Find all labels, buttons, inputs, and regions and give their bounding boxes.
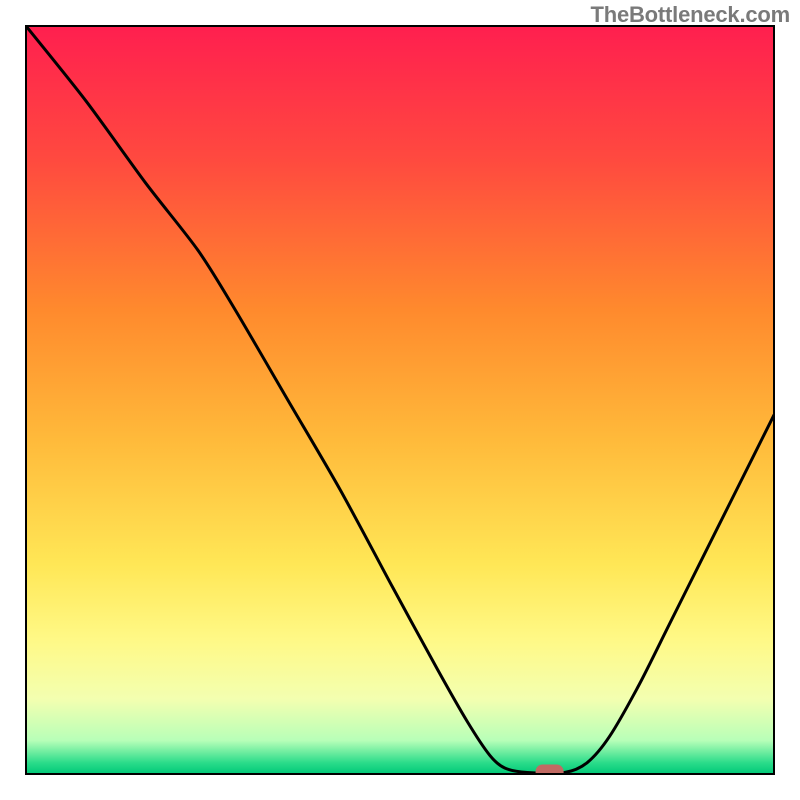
optimum-marker <box>536 765 564 781</box>
watermark-text: TheBottleneck.com <box>590 2 790 28</box>
plot-background <box>26 26 774 774</box>
chart-container: TheBottleneck.com <box>0 0 800 800</box>
bottleneck-chart <box>0 0 800 800</box>
